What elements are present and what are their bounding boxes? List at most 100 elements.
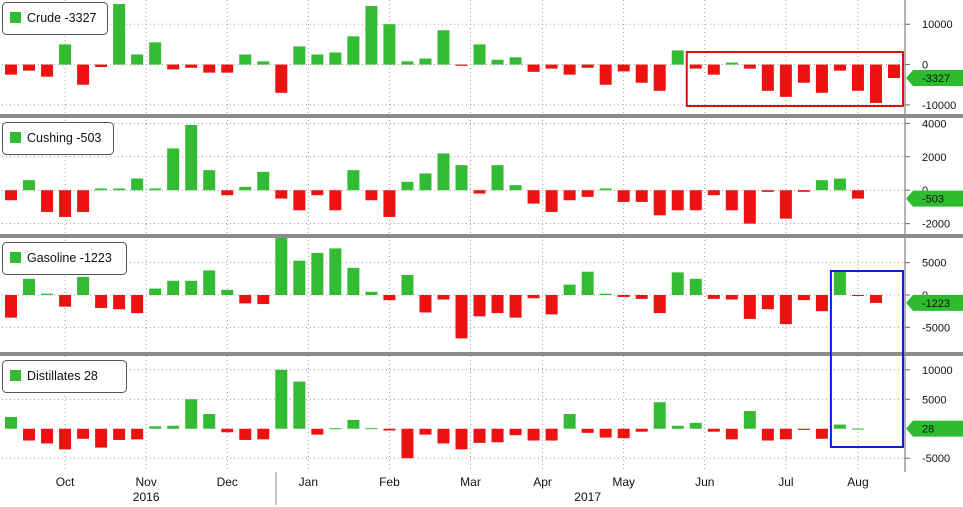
- panel-3-bar: [5, 416, 18, 429]
- panel-3-bar: [635, 428, 648, 432]
- panel-3-bar: [383, 428, 396, 431]
- panel-1-bar: [41, 190, 54, 212]
- x-axis-month-label: Jan: [299, 475, 318, 489]
- panel-1-bar: [257, 171, 270, 191]
- panel-3-bar: [707, 428, 720, 432]
- panel-2-bar: [653, 295, 666, 314]
- panel-3-bar: [59, 428, 72, 450]
- panel-2-bar: [329, 248, 342, 295]
- panel-3-bar: [221, 428, 234, 433]
- panel-3-bar: [419, 428, 432, 435]
- panel-1-bar: [77, 190, 90, 212]
- panel-3-bar: [851, 428, 864, 430]
- panel-3-bar: [257, 428, 270, 440]
- panel-0-bar: [401, 61, 414, 65]
- panel-2-bar: [149, 288, 162, 295]
- panel-2-bar: [311, 252, 324, 295]
- panel-2-bar: [401, 274, 414, 295]
- panel-1-bar: [599, 188, 612, 191]
- panel-1-bar: [527, 190, 540, 204]
- panel-0-bar: [743, 64, 756, 69]
- panel-0-bar: [689, 64, 702, 69]
- panel-0-bar: [329, 52, 342, 65]
- x-axis-month-label: Jun: [695, 475, 714, 489]
- panel-3-bar: [41, 428, 54, 444]
- panel-0-bar: [707, 64, 720, 75]
- panel-3-bar: [509, 428, 522, 436]
- panel-1-bar: [365, 190, 378, 201]
- x-axis-month-label: Nov: [135, 475, 156, 489]
- panel-0-bar: [473, 44, 486, 65]
- panel-0-bar: [617, 64, 630, 72]
- panel-3-bar: [347, 419, 360, 429]
- panel-0-bar: [761, 64, 774, 91]
- panel-0-bar: [221, 64, 234, 73]
- panel-2-tick-label: -5000: [922, 322, 950, 334]
- panel-0-bar: [779, 64, 792, 97]
- panel-2-bar: [563, 284, 576, 295]
- panel-2-last-value-label: -1223: [922, 298, 950, 310]
- panel-1-bar: [401, 181, 414, 191]
- panel-1-bar: [581, 190, 594, 197]
- panel-separator-1: [0, 234, 963, 238]
- panel-2-bar: [671, 272, 684, 295]
- panel-1-bar: [653, 190, 666, 216]
- panel-0-bar: [725, 62, 738, 65]
- panel-3-bar: [167, 425, 180, 429]
- panel-3-last-value-badge: [906, 420, 963, 437]
- panel-1-bar: [617, 190, 630, 202]
- highlight-box-crude: [685, 51, 905, 107]
- panel-0-bar: [149, 42, 162, 65]
- panel-1-bar: [293, 190, 306, 211]
- panel-2-bar: [635, 295, 648, 299]
- panel-3-bar: [833, 424, 846, 429]
- panel-0-tick-label: 0: [922, 60, 928, 72]
- panel-0-bar: [185, 64, 198, 68]
- panel-0-bar: [383, 24, 396, 65]
- panel-0-bar: [527, 64, 540, 72]
- panel-0-bar: [257, 61, 270, 65]
- panel-3-bar: [365, 428, 378, 430]
- panel-1-bar: [833, 178, 846, 191]
- panel-0-bar: [5, 64, 18, 75]
- panel-2-bar: [275, 236, 288, 295]
- panel-2-legend-box: [2, 242, 127, 275]
- panel-0-bar: [419, 58, 432, 65]
- panel-3-bar: [437, 428, 450, 444]
- panel-1-bar: [725, 190, 738, 211]
- panel-0-bar: [581, 64, 594, 68]
- x-axis-month-label: Aug: [847, 475, 868, 489]
- panel-1-bar: [455, 165, 468, 191]
- panel-1-bar: [761, 190, 774, 192]
- panel-0-bar: [887, 64, 900, 78]
- x-axis-month-label: Mar: [460, 475, 481, 489]
- panel-3-tick-label: 5000: [922, 394, 946, 406]
- panel-1-legend-label: Cushing -503: [27, 131, 101, 145]
- x-axis-month-label: May: [612, 475, 635, 489]
- panel-separator-2: [0, 352, 963, 356]
- panel-1-bar: [113, 188, 126, 191]
- panel-1-bar: [203, 170, 216, 191]
- x-axis-month-label: Dec: [217, 475, 238, 489]
- panel-0-bar: [113, 4, 126, 65]
- panel-3-bar: [653, 402, 666, 429]
- panel-1-bar: [221, 190, 234, 196]
- panel-3-bar: [149, 426, 162, 429]
- panel-3-bar: [527, 428, 540, 441]
- panel-3-bar: [563, 414, 576, 429]
- panel-1-bar: [311, 190, 324, 196]
- panel-2-bar: [41, 293, 54, 295]
- panel-3-bar: [329, 428, 342, 430]
- panel-1-last-value-badge: [906, 190, 963, 207]
- panel-2-bar: [725, 295, 738, 300]
- panel-3-bar: [797, 428, 810, 430]
- panel-2-bar: [437, 295, 450, 300]
- x-axis-month-label: Oct: [56, 475, 75, 489]
- panel-2-bar: [131, 295, 144, 314]
- panel-separator-0: [0, 114, 963, 118]
- panel-3-bar: [545, 428, 558, 441]
- panel-0-last-value-badge: [906, 69, 963, 86]
- panel-3-bar: [815, 428, 828, 439]
- panel-1-bar: [743, 190, 756, 224]
